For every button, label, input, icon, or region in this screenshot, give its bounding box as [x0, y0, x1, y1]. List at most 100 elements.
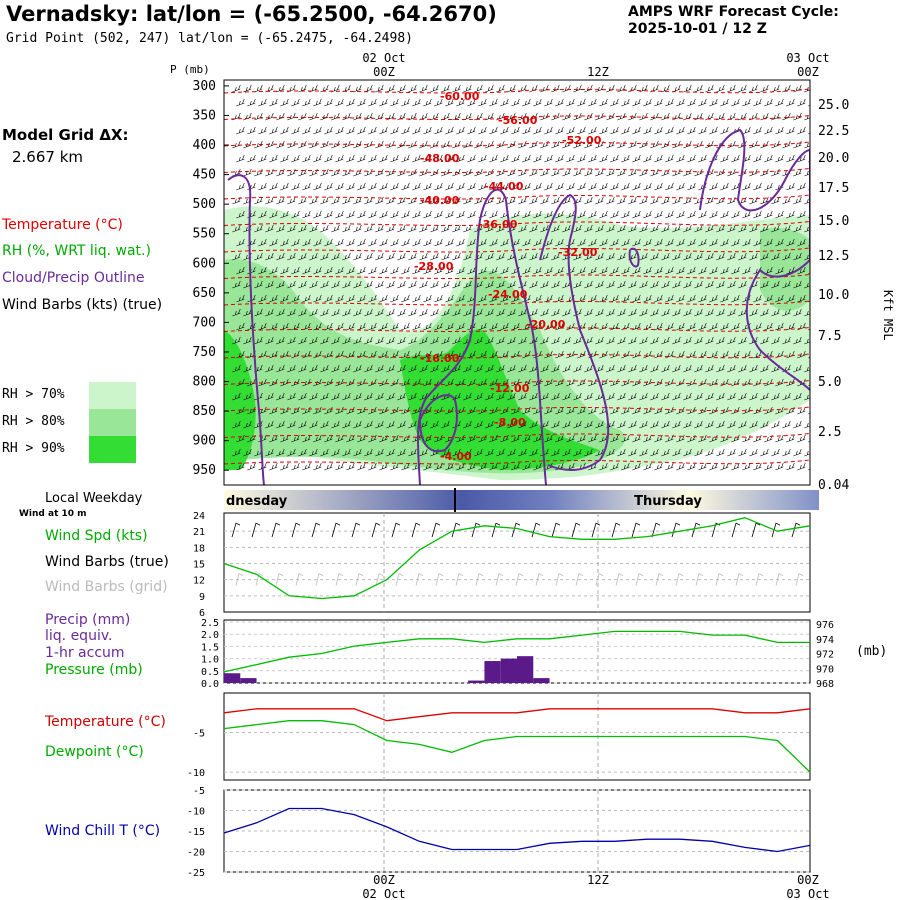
pressure-tick-label: 350	[193, 108, 216, 123]
rh-region	[224, 329, 600, 470]
pressure-tick-label-right: 970	[816, 664, 834, 675]
windchill-tick-label: -20	[187, 848, 205, 859]
windchill-tick-label: -25	[187, 868, 205, 879]
top-time-tick: 00Z	[373, 65, 395, 79]
wind-tick-label: 18	[193, 543, 205, 554]
temperature-contour	[224, 300, 810, 306]
precip-bar	[517, 656, 534, 683]
temperature-contour-label: -28.00	[414, 260, 454, 273]
precip-bar	[533, 678, 550, 683]
cross-section-frame	[223, 79, 811, 486]
model-grid-value: 2.667 km	[12, 148, 84, 166]
temperature-contour	[224, 115, 810, 120]
local-weekday-label: Local Weekday	[45, 491, 143, 506]
cycle-label: AMPS WRF Forecast Cycle:	[628, 4, 839, 20]
wind-barbs-true-label: Wind Barbs (true)	[45, 554, 169, 570]
height-tick-label: 5.0	[818, 375, 841, 390]
precip-tick-label: 1.0	[201, 655, 219, 666]
temperature-contour	[224, 221, 810, 226]
temp-tick-label: -5	[193, 729, 205, 740]
legend-temperature: Temperature (°C)	[2, 217, 123, 233]
height-tick-label: 15.0	[818, 214, 849, 229]
pressure-tick-label: 300	[193, 79, 216, 94]
bottom-time-tick: 00Z	[373, 873, 395, 887]
pressure-line	[223, 630, 810, 673]
height-tick-label: 22.5	[818, 124, 849, 139]
pressure-tick-label: 700	[193, 315, 216, 330]
cross-section-layer	[224, 84, 810, 485]
height-tick-label: 25.0	[818, 98, 849, 113]
pressure-tick-label: 500	[193, 197, 216, 212]
pressure-label: Pressure (mb)	[45, 662, 143, 678]
height-tick-label: 0.04	[818, 478, 849, 493]
precip-label-3: 1-hr accum	[45, 645, 125, 661]
precip-bar	[240, 678, 257, 683]
wind-spd-label: Wind Spd (kts)	[45, 528, 148, 544]
precip-tick-label: 1.5	[201, 642, 219, 653]
pressure-tick-label: 400	[193, 138, 216, 153]
temperature-contour-label: -12.00	[490, 382, 530, 395]
top-time-tick: 00Z	[797, 65, 819, 79]
windchill-tick-label: -5	[193, 786, 205, 797]
temperature-contour	[224, 353, 810, 359]
precip-tick-label: 0.5	[201, 667, 219, 678]
temperature-contour-label: -60.00	[440, 90, 480, 103]
legend-cloud: Cloud/Precip Outline	[2, 270, 145, 286]
dewpoint-label: Dewpoint (°C)	[45, 744, 144, 760]
pressure-tick-label: 750	[193, 345, 216, 360]
wind-tick-label: 6	[199, 608, 205, 619]
pressure-tick-label: 450	[193, 168, 216, 183]
cycle-value: 2025-10-01 / 12 Z	[628, 21, 767, 37]
precip-bar	[224, 673, 241, 683]
bottom-time-tick: 12Z	[587, 873, 609, 887]
temperature-contour	[224, 433, 810, 438]
top-date-label-right: 03 Oct	[786, 51, 829, 65]
height-axis-title: Kft MSL	[881, 290, 895, 341]
temperature-contour-label: -40.00	[420, 194, 460, 207]
temperature-contour-label: -36.00	[478, 218, 518, 231]
wind-tick-label: 12	[193, 576, 205, 587]
wind-tick-label: 9	[199, 592, 205, 603]
pressure-tick-label-right: 972	[816, 650, 834, 661]
pressure-tick-label: 800	[193, 375, 216, 390]
wind-chill-label: Wind Chill T (°C)	[45, 823, 161, 839]
pressure-tick-label: 850	[193, 404, 216, 419]
pressure-tick-label: 650	[193, 286, 216, 301]
precip-label: Precip (mm)	[45, 612, 131, 628]
height-tick-label: 20.0	[818, 151, 849, 166]
pressure-tick-label: 950	[193, 463, 216, 478]
model-grid-label: Model Grid ΔX:	[2, 126, 129, 144]
bottom-time-tick: 00Z	[797, 873, 819, 887]
temperature-contour-label: -56.00	[498, 114, 538, 127]
temperature-contour-label: -48.00	[420, 152, 460, 165]
windchill-tick-label: -15	[187, 827, 205, 838]
rh90-label: RH > 90%	[2, 441, 65, 456]
bottom-date-label: 02 Oct	[362, 887, 405, 900]
precip-bar	[500, 658, 517, 683]
rh-region	[224, 228, 810, 474]
wind-speed-line	[223, 517, 811, 600]
temperature-contour-label: -4.00	[440, 450, 472, 463]
cloud-outline	[539, 193, 610, 471]
pressure-tick-label: 600	[193, 256, 216, 271]
temperature-contour-label: -52.00	[562, 134, 602, 147]
temperature-contour	[224, 141, 810, 147]
height-tick-label: 10.0	[818, 288, 849, 303]
wind-barbs-grid-label: Wind Barbs (grid)	[45, 579, 168, 595]
wind-chill-line	[223, 807, 811, 853]
temperature-contour-label: -32.00	[558, 246, 598, 259]
cloud-outline	[419, 394, 458, 453]
height-tick-label: 7.5	[818, 329, 841, 344]
legend-wind: Wind Barbs (kts) (true)	[2, 297, 163, 313]
forecast-cycle: AMPS WRF Forecast Cycle: 2025-10-01 / 12 …	[628, 4, 839, 38]
temperature-contour-label: -20.00	[526, 318, 566, 331]
temperature-contour	[224, 88, 810, 94]
true-wind-barbs	[231, 522, 801, 538]
wind-tick-label: 15	[193, 560, 205, 571]
pressure-axis-title: P (mb)	[170, 63, 210, 76]
grid-point: Grid Point (502, 247) lat/lon = (-65.247…	[6, 31, 413, 46]
wind-barbs-field	[232, 84, 810, 471]
temperature-contour	[224, 247, 810, 253]
weekday-label: Thursday	[634, 494, 702, 509]
